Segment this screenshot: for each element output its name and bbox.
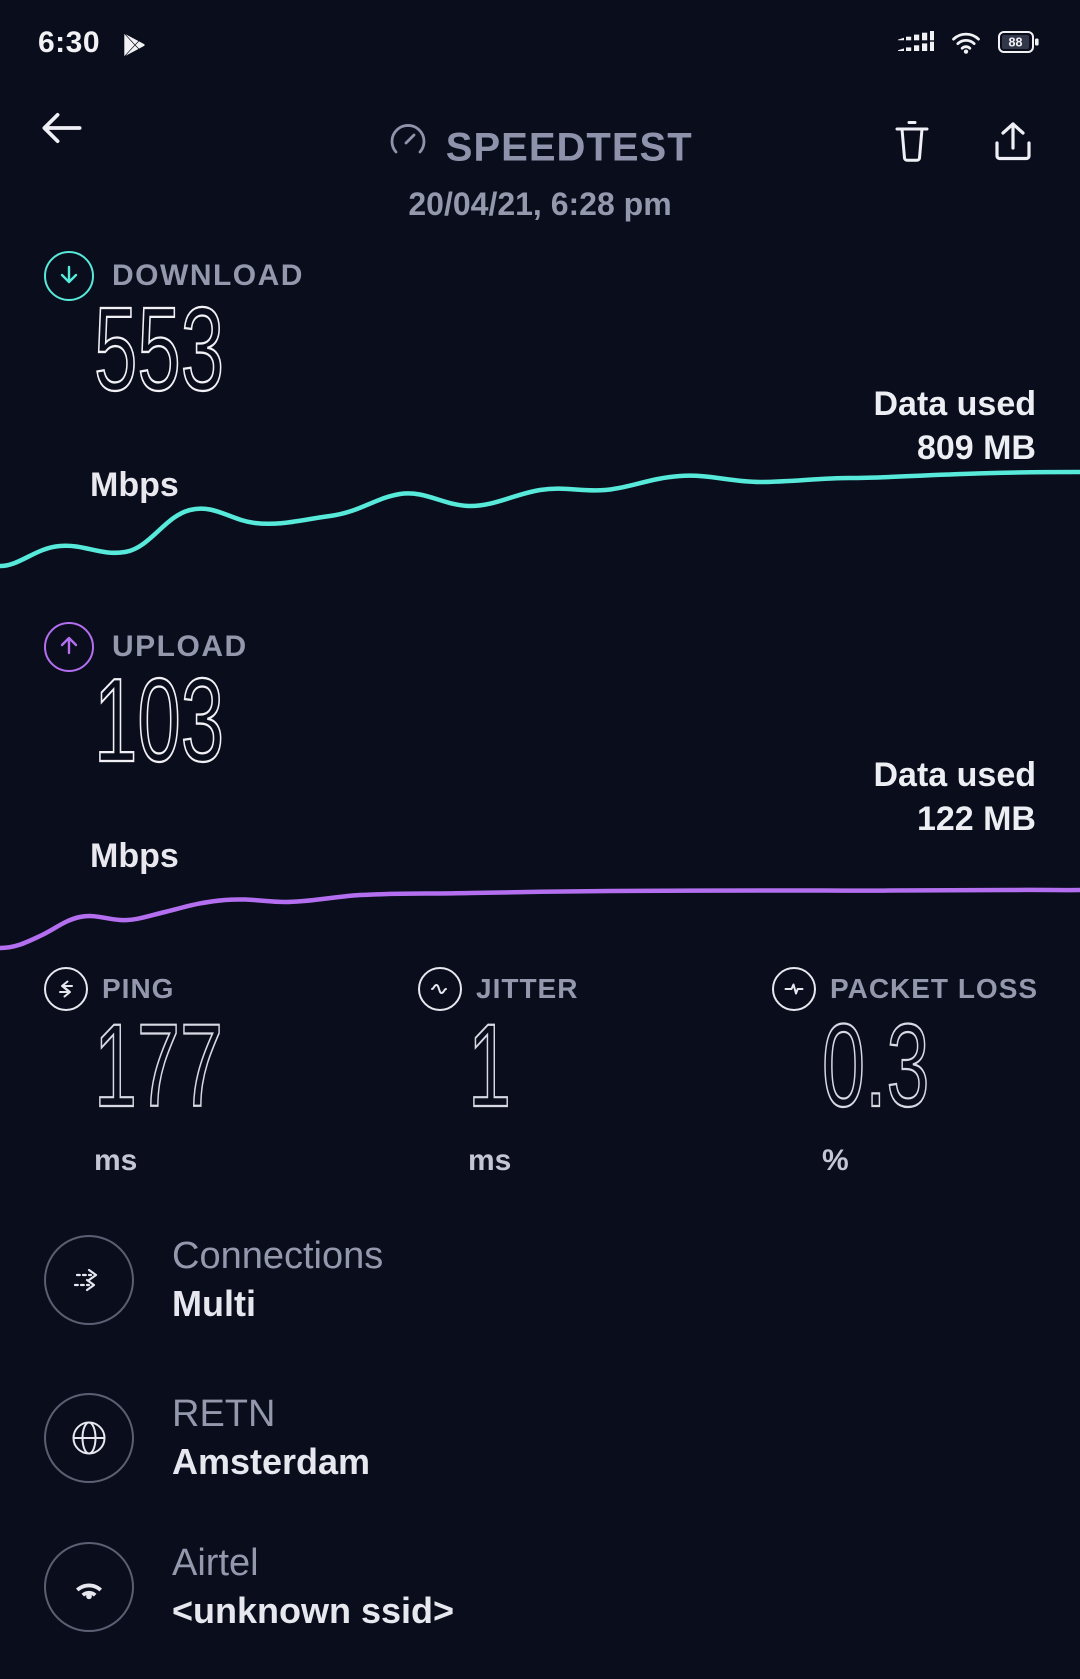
svg-text:103: 103 — [94, 670, 224, 787]
svg-text:88: 88 — [1009, 35, 1023, 49]
svg-text:553: 553 — [94, 299, 224, 416]
svg-text:0.3: 0.3 — [822, 1001, 929, 1132]
svg-text:1: 1 — [468, 1001, 511, 1132]
svg-text:177: 177 — [94, 1001, 223, 1132]
